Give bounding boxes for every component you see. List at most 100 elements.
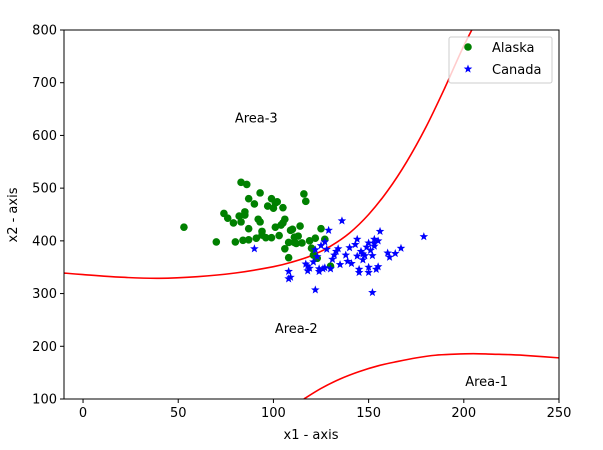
alaska-point-29 [271, 223, 280, 231]
canada-point-1 [284, 266, 293, 276]
canada-point-26 [337, 216, 347, 225]
x-tick-label: 100 [261, 406, 286, 421]
plot-frame [63, 29, 560, 400]
alaska-point-7 [237, 218, 245, 226]
canada-point-4 [301, 259, 311, 268]
canada-point-51 [373, 262, 383, 271]
legend-marker-alaska-symbol [464, 43, 472, 51]
boundary-curve-2 [303, 352, 559, 399]
alaska-point-45 [298, 239, 306, 247]
legend-label-alaska: Alaska [492, 41, 535, 56]
canada-point-11 [312, 252, 322, 261]
alaska-point-13 [244, 194, 253, 203]
boundary-curve-1 [64, 30, 473, 280]
alaska-point-1 [212, 238, 221, 246]
alaska-point-31 [275, 231, 283, 240]
alaska-point-44 [296, 222, 304, 230]
canada-point-37 [358, 249, 368, 258]
y-tick-label: 600 [32, 129, 57, 144]
alaska-point-48 [305, 237, 314, 245]
alaska-point-11 [241, 211, 249, 219]
alaska-point-19 [256, 189, 264, 197]
y-tick-label: 800 [32, 24, 57, 39]
canada-point-13 [314, 266, 324, 276]
alaska-point-51 [311, 234, 320, 243]
canada-point-54 [385, 252, 394, 261]
alaska-point-17 [252, 234, 261, 243]
y-tick-label: 500 [32, 182, 57, 197]
canada-point-17 [320, 237, 330, 246]
data-points [180, 178, 429, 297]
alaska-point-3 [223, 214, 232, 222]
legend-marker-canada [463, 64, 473, 73]
alaska-point-5 [231, 238, 240, 246]
canada-point-41 [364, 262, 373, 271]
canada-point-46 [368, 251, 377, 260]
y-tick-label: 400 [32, 234, 57, 249]
area-annotations: Area-3 Area-2 Area-1 [235, 111, 508, 390]
area-label: Area-2 [275, 322, 318, 337]
alaska-point-33 [279, 203, 287, 212]
area-label: Area-3 [235, 111, 278, 126]
canada-point-9 [311, 245, 320, 254]
canada-point-24 [333, 244, 343, 253]
canada-point-20 [326, 264, 335, 273]
legend-box [448, 36, 553, 84]
alaska-point-53 [317, 224, 325, 233]
alaska-point-16 [250, 200, 259, 208]
legend-marker-alaska [464, 43, 472, 51]
x-tick-label: 150 [356, 406, 381, 421]
alaska-point-23 [262, 233, 270, 242]
canada-point-21 [328, 254, 337, 263]
alaska-point-38 [284, 238, 293, 247]
canada-point-38 [358, 255, 368, 264]
canada-point-8 [309, 257, 318, 266]
canada-point-7 [305, 263, 314, 272]
canada-point-15 [318, 264, 328, 273]
alaska-point-56 [290, 238, 299, 247]
canada-point-3 [286, 272, 295, 281]
alaska-point-9 [239, 236, 247, 245]
canada-point-39 [360, 251, 370, 260]
canada-point-31 [351, 240, 360, 249]
canada-point-56 [396, 243, 406, 252]
canada-point-55 [390, 249, 400, 258]
canada-point-10 [311, 285, 320, 294]
canada-point-50 [373, 236, 383, 245]
canada-point-36 [356, 246, 366, 256]
x-tick-label: 0 [79, 406, 87, 421]
alaska-point-40 [288, 225, 297, 234]
legend: Alaska Canada [448, 36, 553, 84]
alaska-point-12 [242, 180, 251, 189]
canada-point-0 [250, 244, 259, 253]
alaska-point-4 [229, 219, 238, 227]
canada-point-29 [345, 243, 354, 252]
canada-point-19 [324, 225, 333, 234]
y-tick-label: 200 [32, 340, 57, 355]
y-tick-label: 300 [32, 287, 57, 302]
area-label: Area-1 [465, 375, 508, 390]
canada-point-5 [303, 261, 312, 270]
x-tick-label: 200 [451, 406, 476, 421]
alaska-point-35 [281, 215, 289, 224]
canada-point-22 [330, 250, 339, 259]
decision-boundaries [64, 30, 559, 399]
canada-point-47 [370, 234, 379, 243]
x-axis-label: x1 - axis [284, 428, 339, 443]
alaska-point-47 [301, 197, 310, 206]
legend-label-canada: Canada [492, 63, 541, 78]
canada-point-35 [354, 267, 364, 277]
alaska-point-30 [273, 198, 282, 206]
alaska-point-20 [256, 218, 264, 226]
y-axis-label: x2 - axis [6, 187, 21, 242]
alaska-point-0 [180, 223, 188, 231]
x-axis-ticks: 0 50 100 150 200 250 [79, 399, 571, 421]
canada-point-43 [364, 238, 373, 247]
canada-point-28 [343, 256, 352, 266]
canada-point-42 [364, 267, 373, 277]
alaska-point-6 [235, 212, 243, 220]
canada-point-27 [341, 250, 351, 259]
canada-point-16 [320, 263, 330, 272]
canada-point-25 [335, 260, 345, 269]
